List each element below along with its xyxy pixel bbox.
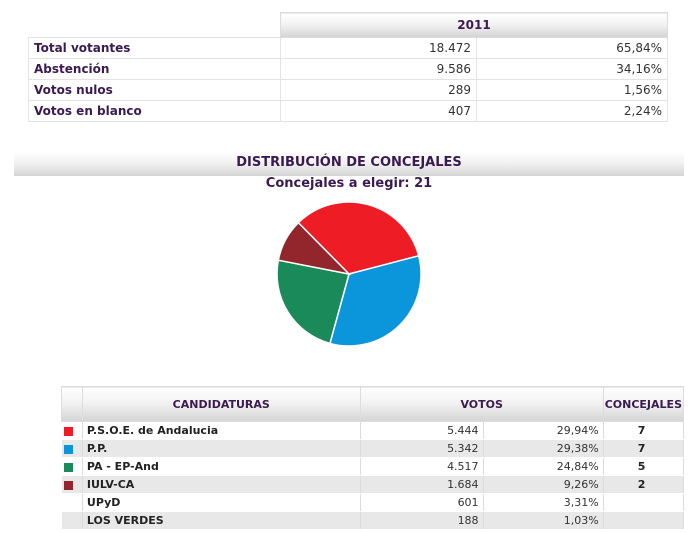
party-color-swatch-cell [61, 421, 83, 440]
results-swatch-header [61, 386, 83, 422]
results-body: P.S.O.E. de Andalucia 5.444 29,94% 7 P.P. 5.3… [61, 421, 685, 530]
result-row: P.S.O.E. de Andalucia 5.444 29,94% 7 [61, 421, 685, 440]
party-votes: 4.517 [360, 457, 484, 476]
summary-value: 9.586 [280, 58, 477, 80]
results-table: CANDIDATURAS VOTOS CONCEJALES P.S.O.E. d… [61, 386, 685, 530]
result-row: LOS VERDES 188 1,03% [61, 511, 685, 530]
party-seats: 2 [603, 475, 685, 494]
party-vote-pct: 1,03% [483, 511, 604, 530]
party-name: UPyD [82, 493, 361, 512]
party-vote-pct: 9,26% [483, 475, 604, 494]
party-votes: 1.684 [360, 475, 484, 494]
summary-pct: 1,56% [476, 79, 668, 101]
summary-value: 18.472 [280, 37, 477, 59]
result-row: PA - EP-And 4.517 24,84% 5 [61, 457, 685, 476]
summary-value: 407 [280, 100, 477, 122]
distribution-title: DISTRIBUCIÓN DE CONCEJALES [14, 152, 684, 176]
party-seats [603, 511, 685, 530]
party-vote-pct: 3,31% [483, 493, 604, 512]
party-votes: 5.342 [360, 439, 484, 458]
summary-pct: 65,84% [476, 37, 668, 59]
result-row: UPyD 601 3,31% [61, 493, 685, 512]
party-name: P.S.O.E. de Andalucia [82, 421, 361, 440]
party-seats: 5 [603, 457, 685, 476]
party-color-swatch-cell [61, 475, 83, 494]
party-color-swatch [63, 444, 73, 454]
party-color-swatch-cell [61, 511, 83, 530]
summary-year-header: 2011 [280, 12, 668, 38]
pie-slice-1 [297, 201, 420, 275]
party-seats: 7 [603, 439, 685, 458]
party-vote-pct: 29,38% [483, 439, 604, 458]
party-color-swatch [63, 426, 73, 436]
seat-pie-chart [276, 201, 422, 347]
summary-value: 289 [280, 79, 477, 101]
pie-slice-2 [329, 254, 422, 347]
pie-slice-4 [277, 221, 352, 276]
party-name: PA - EP-And [82, 457, 361, 476]
party-votes: 5.444 [360, 421, 484, 440]
party-color-swatch [63, 480, 73, 490]
summary-row: Abstención 9.586 34,16% [28, 58, 668, 80]
summary-pct: 34,16% [476, 58, 668, 80]
party-name: P.P. [82, 439, 361, 458]
candidaturas-header: CANDIDATURAS [81, 386, 361, 422]
party-seats [603, 493, 685, 512]
summary-label: Votos en blanco [28, 100, 281, 122]
summary-label: Abstención [28, 58, 281, 80]
summary-corner [29, 13, 281, 38]
party-color-swatch-cell [61, 493, 83, 512]
party-color-swatch-cell [61, 439, 83, 458]
summary-pct: 2,24% [476, 100, 668, 122]
party-votes: 188 [360, 511, 484, 530]
pie-slice-3 [276, 259, 350, 345]
summary-table: 2011 Total votantes 18.472 65,84% Absten… [28, 12, 668, 122]
party-name: IULV-CA [82, 475, 361, 494]
votos-header: VOTOS [359, 386, 604, 422]
summary-row: Total votantes 18.472 65,84% [28, 37, 668, 59]
party-seats: 7 [603, 421, 685, 440]
party-color-swatch [63, 462, 73, 472]
summary-label: Total votantes [28, 37, 281, 59]
summary-row: Votos nulos 289 1,56% [28, 79, 668, 101]
party-name: LOS VERDES [82, 511, 361, 530]
concejales-header: CONCEJALES [602, 386, 685, 422]
distribution-subtitle: Concejales a elegir: 21 [265, 176, 433, 191]
party-votes: 601 [360, 493, 484, 512]
summary-row: Votos en blanco 407 2,24% [28, 100, 668, 122]
party-color-swatch-cell [61, 457, 83, 476]
summary-label: Votos nulos [28, 79, 281, 101]
party-vote-pct: 29,94% [483, 421, 604, 440]
party-vote-pct: 24,84% [483, 457, 604, 476]
result-row: P.P. 5.342 29,38% 7 [61, 439, 685, 458]
result-row: IULV-CA 1.684 9,26% 2 [61, 475, 685, 494]
